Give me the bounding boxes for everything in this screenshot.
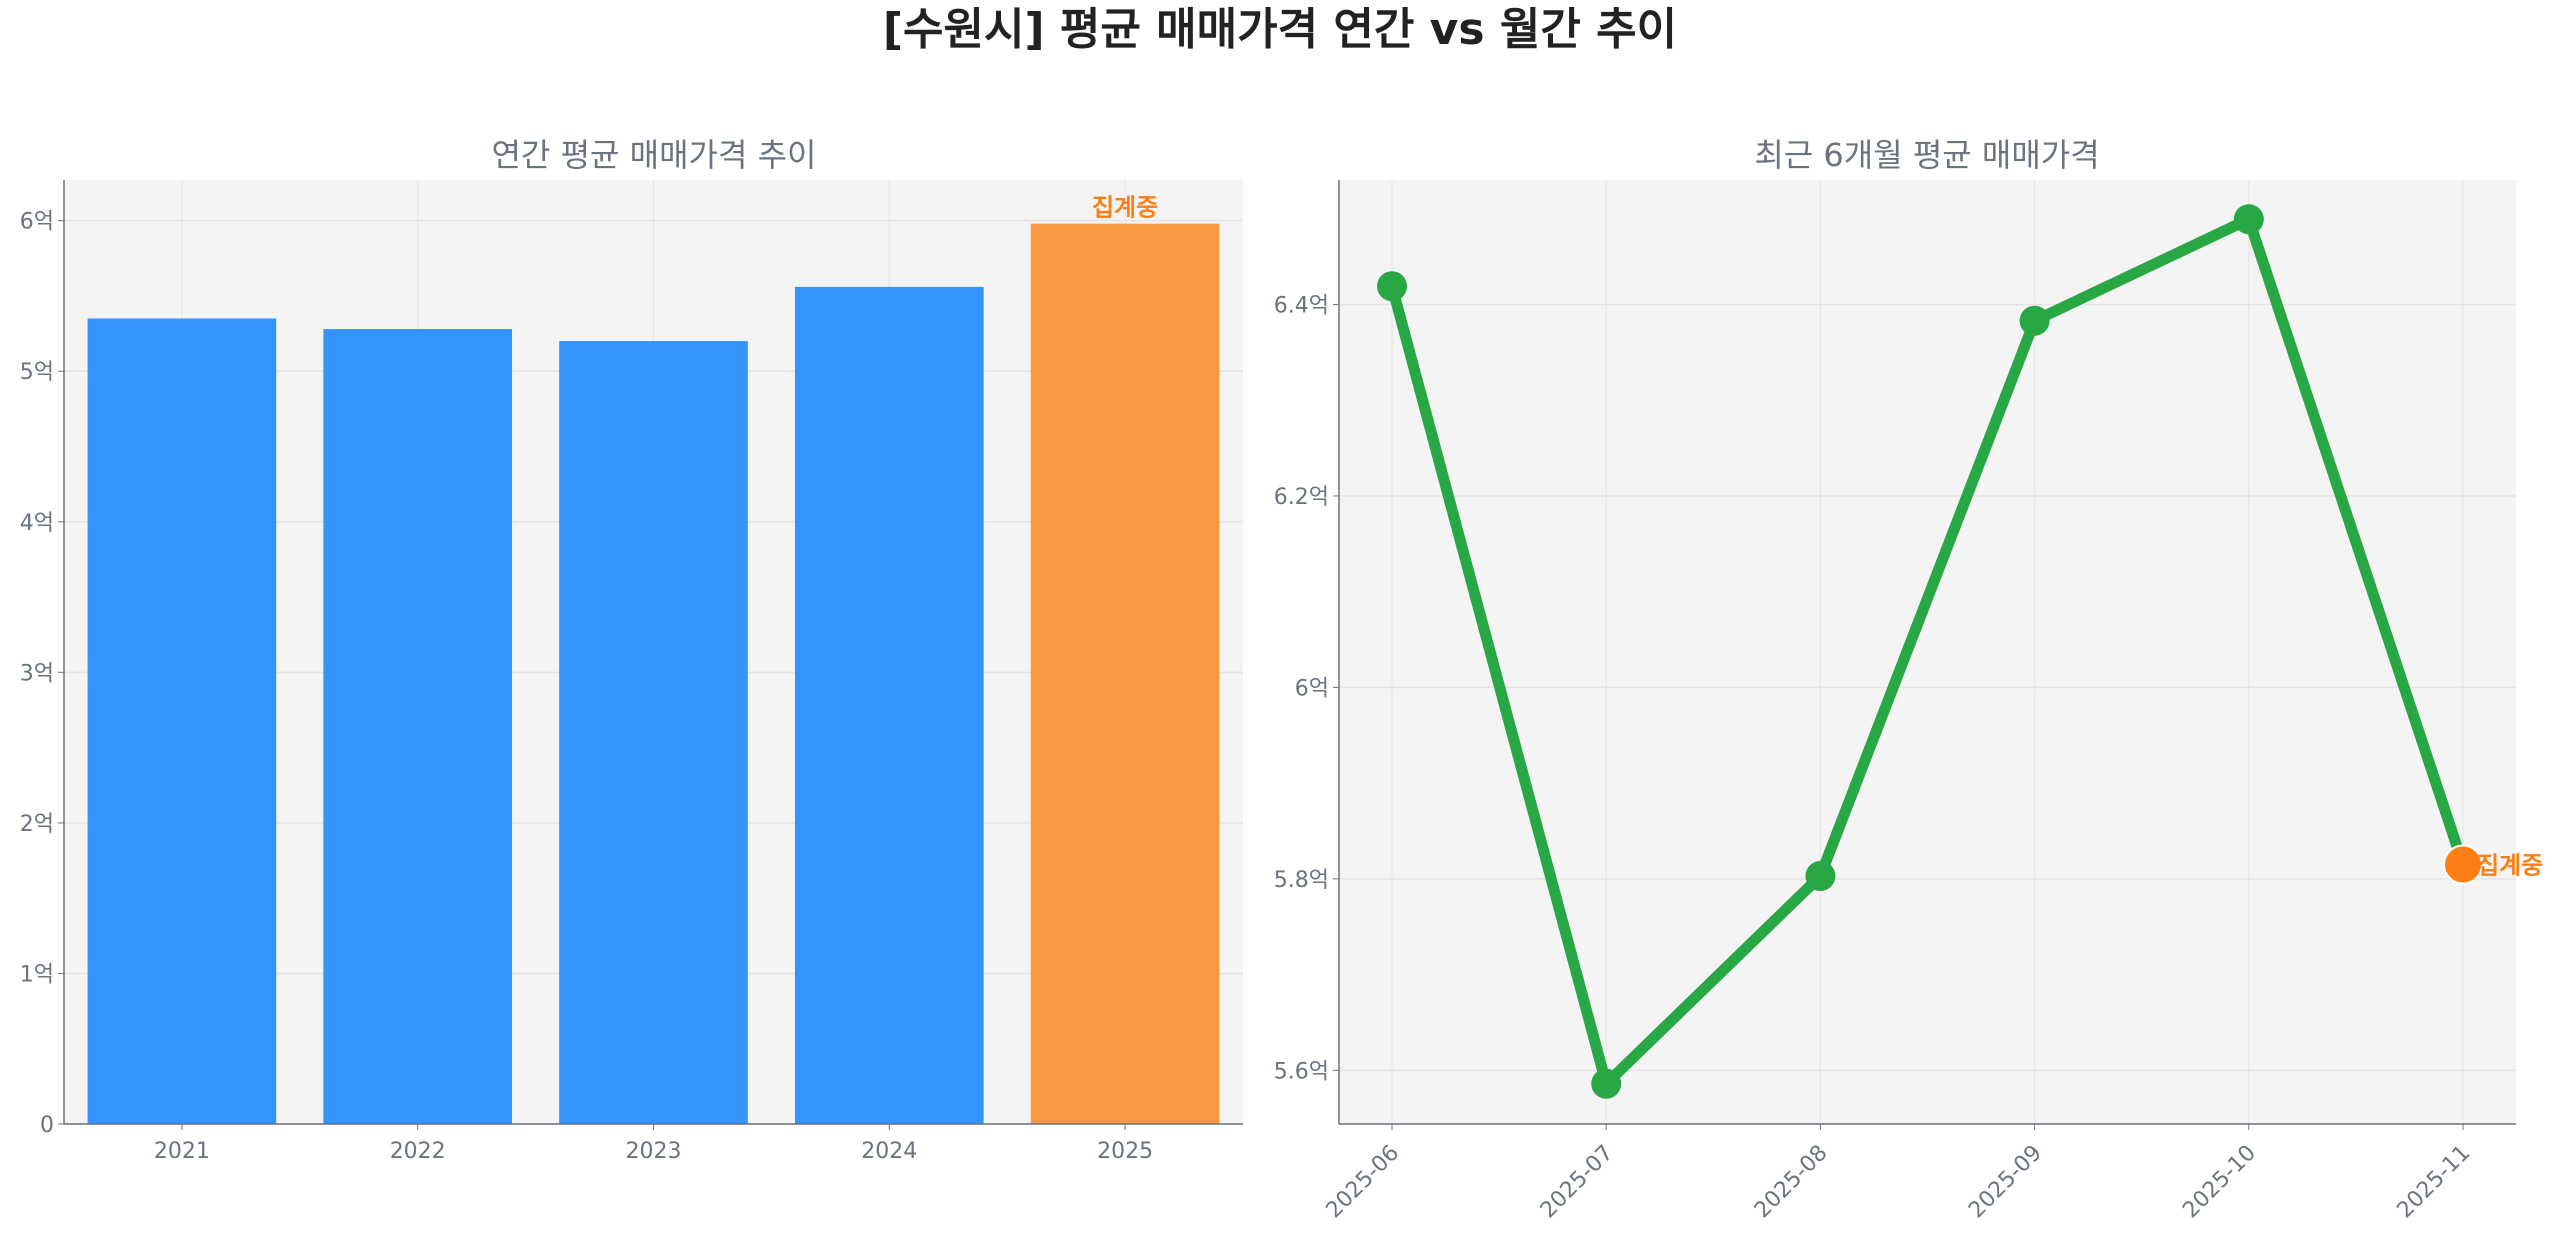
y-tick-label: 1억 (20, 962, 54, 987)
y-tick-label: 6.2억 (1274, 485, 1329, 510)
monthly-chart-title: 최근 6개월 평균 매매가격 (1754, 136, 2099, 174)
data-point-2025-11 (2443, 844, 2483, 885)
y-tick-label: 0 (40, 1113, 54, 1138)
series-line (1386, 213, 2469, 1090)
bar-2024 (794, 286, 984, 1124)
y-tick-label: 4억 (20, 511, 54, 536)
x-tick-label: 2024 (861, 1139, 917, 1164)
y-tick-label: 6.4억 (1274, 293, 1329, 318)
y-tick-label: 3억 (20, 661, 54, 686)
data-point-2025-06 (1377, 271, 1407, 302)
data-point-2025-09 (2019, 305, 2050, 336)
y-tick-label: 6억 (20, 210, 54, 235)
monthly-line-chart: 최근 6개월 평균 매매가격 5.6억 5.8억 6억 6.2억 6.4억 2025-06… (1274, 136, 2543, 1223)
x-tick-label: 2025-08 (1750, 1141, 1833, 1224)
x-tick-label: 2021 (154, 1139, 210, 1164)
x-tick-label: 2025-10 (2178, 1141, 2261, 1224)
data-point-2025-07 (1591, 1068, 1622, 1099)
x-tick-label: 2025-07 (1536, 1141, 1619, 1224)
x-tick-label: 2023 (626, 1139, 682, 1164)
bar-2021 (87, 318, 277, 1124)
y-tick-label: 5억 (20, 360, 54, 385)
figure-title: [수원시] 평균 매매가격 연간 vs 월간 추이 (883, 4, 1677, 55)
annual-chart-title: 연간 평균 매매가격 추이 (492, 136, 817, 174)
plot-area (1339, 180, 2516, 1124)
bar-2022 (323, 329, 513, 1125)
y-tick-label: 6억 (1295, 676, 1329, 701)
data-point-2025-08 (1805, 861, 1836, 892)
bar-2025 (1030, 223, 1220, 1125)
y-tick-label: 5.6억 (1274, 1059, 1329, 1084)
bar-2023 (559, 341, 748, 1124)
x-tick-label: 2022 (390, 1139, 446, 1164)
x-tick-label: 2025-11 (2393, 1141, 2476, 1224)
y-tick-label: 2억 (20, 812, 54, 837)
y-tick-label: 5.8억 (1274, 868, 1329, 893)
bar-annotation: 집계중 (1092, 194, 1158, 222)
x-tick-label: 2025-06 (1322, 1141, 1405, 1224)
x-tick-label: 2025 (1097, 1139, 1153, 1164)
point-annotation: 집계중 (2477, 852, 2543, 880)
x-tick-label: 2025-09 (1964, 1141, 2047, 1224)
data-point-2025-10 (2233, 204, 2264, 235)
annual-bar-chart: 연간 평균 매매가격 추이 0 1억 2억 3억 4억 5억 6억 2021 2022 2023 2… (20, 136, 1243, 1164)
